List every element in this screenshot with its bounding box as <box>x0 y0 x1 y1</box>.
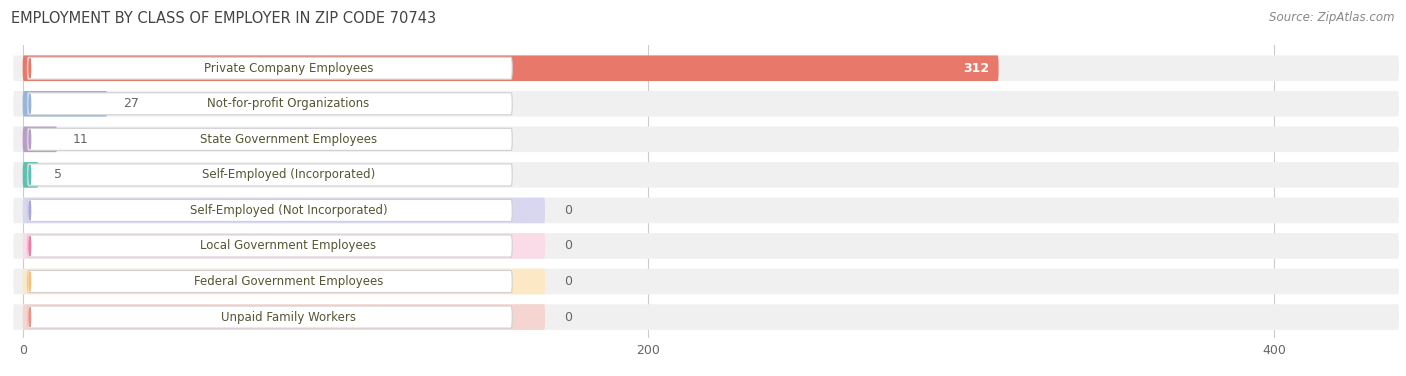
FancyBboxPatch shape <box>13 269 1399 294</box>
FancyBboxPatch shape <box>22 233 546 259</box>
FancyBboxPatch shape <box>22 127 58 152</box>
Text: 11: 11 <box>73 133 89 146</box>
FancyBboxPatch shape <box>22 198 546 223</box>
FancyBboxPatch shape <box>27 128 512 150</box>
Circle shape <box>30 236 31 256</box>
Circle shape <box>30 165 31 185</box>
FancyBboxPatch shape <box>13 233 1399 259</box>
Circle shape <box>30 201 31 220</box>
Text: EMPLOYMENT BY CLASS OF EMPLOYER IN ZIP CODE 70743: EMPLOYMENT BY CLASS OF EMPLOYER IN ZIP C… <box>11 11 436 26</box>
Text: State Government Employees: State Government Employees <box>200 133 377 146</box>
FancyBboxPatch shape <box>27 270 512 293</box>
Circle shape <box>30 59 31 78</box>
Circle shape <box>30 130 31 149</box>
Text: 27: 27 <box>122 97 139 110</box>
FancyBboxPatch shape <box>27 199 512 221</box>
FancyBboxPatch shape <box>22 91 107 117</box>
FancyBboxPatch shape <box>13 127 1399 152</box>
FancyBboxPatch shape <box>22 162 38 188</box>
Text: Federal Government Employees: Federal Government Employees <box>194 275 384 288</box>
FancyBboxPatch shape <box>27 235 512 257</box>
FancyBboxPatch shape <box>27 57 512 79</box>
Text: 0: 0 <box>564 240 572 252</box>
Text: Source: ZipAtlas.com: Source: ZipAtlas.com <box>1270 11 1395 24</box>
FancyBboxPatch shape <box>13 55 1399 81</box>
FancyBboxPatch shape <box>22 55 998 81</box>
Text: Not-for-profit Organizations: Not-for-profit Organizations <box>208 97 370 110</box>
FancyBboxPatch shape <box>13 162 1399 188</box>
Text: 0: 0 <box>564 311 572 324</box>
Text: 5: 5 <box>53 168 62 181</box>
FancyBboxPatch shape <box>27 306 512 328</box>
Text: Private Company Employees: Private Company Employees <box>204 62 374 75</box>
Circle shape <box>30 307 31 327</box>
Text: Self-Employed (Incorporated): Self-Employed (Incorporated) <box>202 168 375 181</box>
Text: 312: 312 <box>963 62 990 75</box>
Text: Unpaid Family Workers: Unpaid Family Workers <box>221 311 356 324</box>
FancyBboxPatch shape <box>27 164 512 186</box>
Text: Self-Employed (Not Incorporated): Self-Employed (Not Incorporated) <box>190 204 388 217</box>
FancyBboxPatch shape <box>13 91 1399 117</box>
Text: Local Government Employees: Local Government Employees <box>201 240 377 252</box>
FancyBboxPatch shape <box>22 304 546 330</box>
Circle shape <box>30 272 31 291</box>
FancyBboxPatch shape <box>27 93 512 115</box>
Circle shape <box>30 94 31 114</box>
FancyBboxPatch shape <box>13 198 1399 223</box>
FancyBboxPatch shape <box>22 269 546 294</box>
FancyBboxPatch shape <box>13 304 1399 330</box>
Text: 0: 0 <box>564 204 572 217</box>
Text: 0: 0 <box>564 275 572 288</box>
